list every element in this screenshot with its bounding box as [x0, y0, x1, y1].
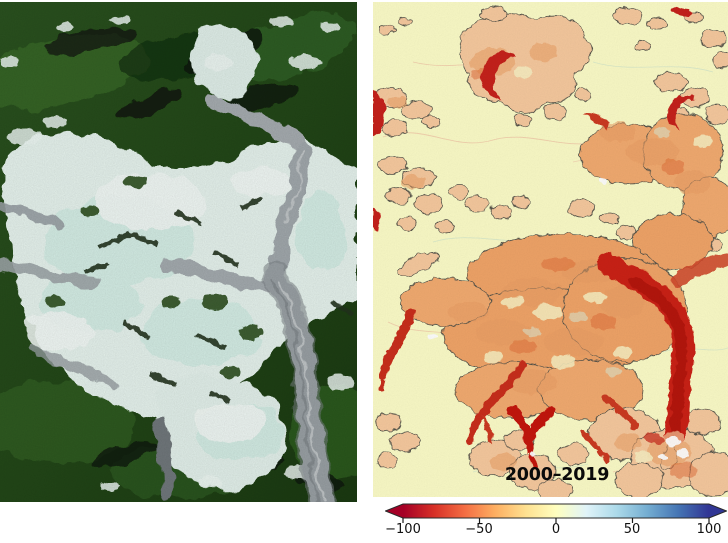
- map-grain: [373, 2, 728, 497]
- elevation-change-map: [373, 2, 728, 497]
- colorbar-gradient: [384, 503, 728, 523]
- satellite-grain: [0, 2, 357, 502]
- period-label: 2000–2019: [504, 465, 610, 485]
- colorbar-tick-label-100: 100: [696, 522, 722, 537]
- satellite-panel: [0, 2, 357, 502]
- colorbar-tick-label-neg100: −100: [385, 522, 421, 537]
- colorbar-tick-label-50: 50: [623, 522, 641, 537]
- colorbar-tick-marks: [402, 518, 710, 523]
- colorbar-tick-labels: −100 −50 0 50 100: [385, 522, 727, 540]
- colorbar-tick-label-0: 0: [551, 522, 561, 537]
- colorbar-bar: [384, 503, 728, 519]
- elevation-change-panel: [373, 2, 728, 497]
- colorbar: [384, 503, 728, 525]
- colorbar-tick-label-neg50: −50: [465, 522, 493, 537]
- satellite-image: [0, 2, 357, 502]
